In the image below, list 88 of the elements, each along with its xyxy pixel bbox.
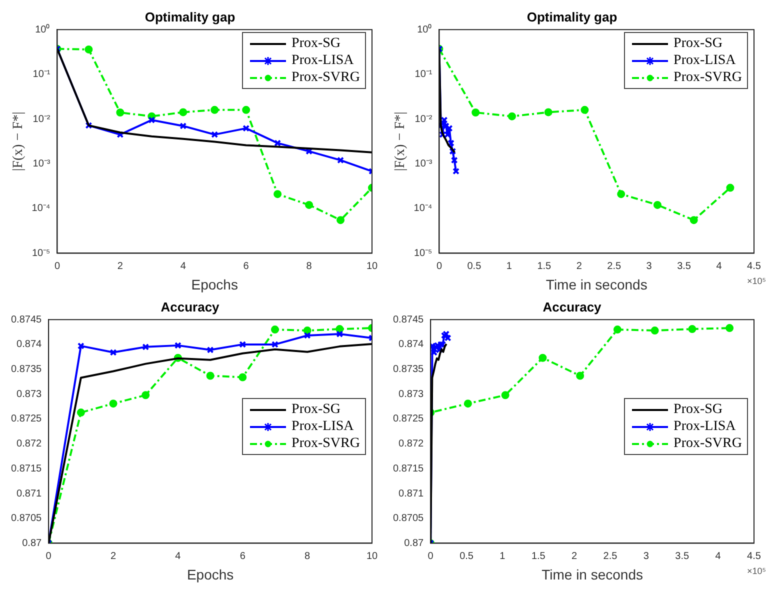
x-tick-label: 0 [428, 550, 434, 562]
x-tick-label: 2 [110, 550, 116, 562]
x-tick-label: 1 [506, 260, 512, 272]
legend-label: Prox-SG [674, 402, 723, 417]
x-tick-label: 4.5 [747, 550, 762, 562]
x-tick-label: 4 [180, 260, 186, 272]
x-tick-label: 6 [240, 550, 246, 562]
y-tick-label: 10⁻¹ [32, 69, 51, 80]
y-tick-label: 0.8725 [10, 414, 42, 425]
y-tick-label: 10⁻⁵ [32, 248, 50, 259]
legend-label: Prox-LISA [674, 53, 736, 68]
legend-label: Prox-SVRG [674, 70, 742, 85]
x-axis-title: Epochs [191, 276, 238, 292]
y-tick-label: 10⁻² [414, 114, 433, 125]
x-tick-label: 2.5 [607, 260, 622, 272]
x-tick-label: 4 [715, 550, 722, 562]
legend-label: Prox-SG [674, 36, 723, 51]
x-tick-label: 10 [366, 550, 378, 562]
y-tick-label: 0.87 [404, 538, 424, 549]
y-tick-label: 10⁰ [417, 23, 432, 36]
x-tick-label: 10 [366, 260, 378, 272]
x-tick-label: 0 [54, 260, 60, 272]
legend-label: Prox-SVRG [292, 436, 360, 451]
x-tick-label: 2 [572, 550, 578, 562]
y-tick-label: 0.8705 [10, 513, 42, 524]
y-tick-label: 10⁻³ [414, 158, 433, 170]
y-tick-label: 0.87 [22, 538, 42, 549]
x-tick-label: 1.5 [531, 550, 546, 562]
y-axis-title: |F(x) − F*| [393, 112, 408, 172]
chart-title: Optimality gap [144, 9, 236, 24]
y-tick-label: 0.8715 [392, 463, 424, 474]
y-tick-label: 0.8735 [10, 364, 42, 376]
x-tick-label: 2 [576, 260, 582, 272]
y-axis-title: |F(x) − F*| [11, 112, 26, 172]
y-tick-label: 10⁰ [35, 23, 50, 36]
y-tick-label: 0.873 [398, 388, 424, 400]
legend-label: Prox-SG [292, 36, 341, 51]
x-tick-label: 0 [46, 550, 52, 562]
x-tick-label: 4.5 [747, 260, 762, 272]
y-tick-label: 0.8745 [10, 314, 42, 326]
x-tick-label: 3.5 [677, 260, 692, 272]
x-tick-label: 8 [304, 550, 311, 562]
x-tick-label: 3 [643, 550, 650, 562]
x-tick-label: 8 [306, 260, 312, 272]
y-tick-label: 10⁻⁴ [414, 203, 432, 214]
x-tick-label: 2.5 [603, 550, 618, 562]
x-tick-label: 0 [436, 260, 442, 272]
chart-title: Optimality gap [526, 9, 618, 24]
y-tick-label: 10⁻¹ [414, 69, 433, 80]
text: ×10⁵ [747, 276, 766, 286]
y-tick-label: 0.8725 [392, 414, 424, 425]
y-tick-label: 0.8715 [10, 463, 42, 474]
x-tick-label: 3 [646, 260, 652, 272]
x-tick-label: 1.5 [537, 260, 552, 272]
x-tick-label: 6 [243, 260, 250, 272]
y-tick-label: 10⁻² [32, 114, 51, 125]
y-tick-label: 0.8745 [392, 314, 424, 326]
legend-label: Prox-LISA [292, 53, 354, 68]
legend-label: Prox-SVRG [292, 70, 360, 85]
legend-label: Prox-LISA [292, 419, 354, 434]
x-tick-label: 4 [716, 260, 722, 272]
legend-label: Prox-LISA [674, 419, 736, 434]
x-tick-label: 0.5 [460, 550, 474, 562]
legend-label: Prox-SVRG [674, 436, 742, 451]
x-axis-title: Time in seconds [546, 276, 648, 292]
y-tick-label: 0.872 [16, 438, 42, 450]
x-tick-label: 2 [117, 260, 124, 272]
y-tick-label: 0.872 [398, 438, 424, 450]
chart-title: Accuracy [160, 299, 220, 314]
y-tick-label: 0.8735 [392, 364, 424, 376]
y-tick-label: 0.8705 [392, 513, 424, 524]
y-tick-label: 0.873 [16, 388, 42, 400]
x-axis-title: Epochs [186, 566, 234, 582]
y-tick-label: 0.871 [16, 488, 42, 500]
y-tick-label: 0.874 [398, 339, 424, 350]
x-axis-title: Time in seconds [542, 566, 644, 582]
text: ×10⁵ [747, 566, 766, 576]
y-tick-label: 10⁻⁵ [414, 248, 432, 259]
x-tick-label: 1 [500, 550, 506, 562]
y-tick-label: 10⁻⁴ [32, 203, 50, 214]
y-tick-label: 10⁻³ [32, 158, 51, 170]
y-tick-label: 0.874 [16, 339, 42, 350]
x-tick-label: 4 [175, 550, 182, 562]
chart-title: Accuracy [542, 299, 602, 314]
y-tick-label: 0.871 [398, 488, 424, 500]
x-tick-label: 0.5 [467, 260, 482, 272]
legend-label: Prox-SG [292, 402, 341, 417]
x-tick-label: 3.5 [675, 550, 690, 562]
